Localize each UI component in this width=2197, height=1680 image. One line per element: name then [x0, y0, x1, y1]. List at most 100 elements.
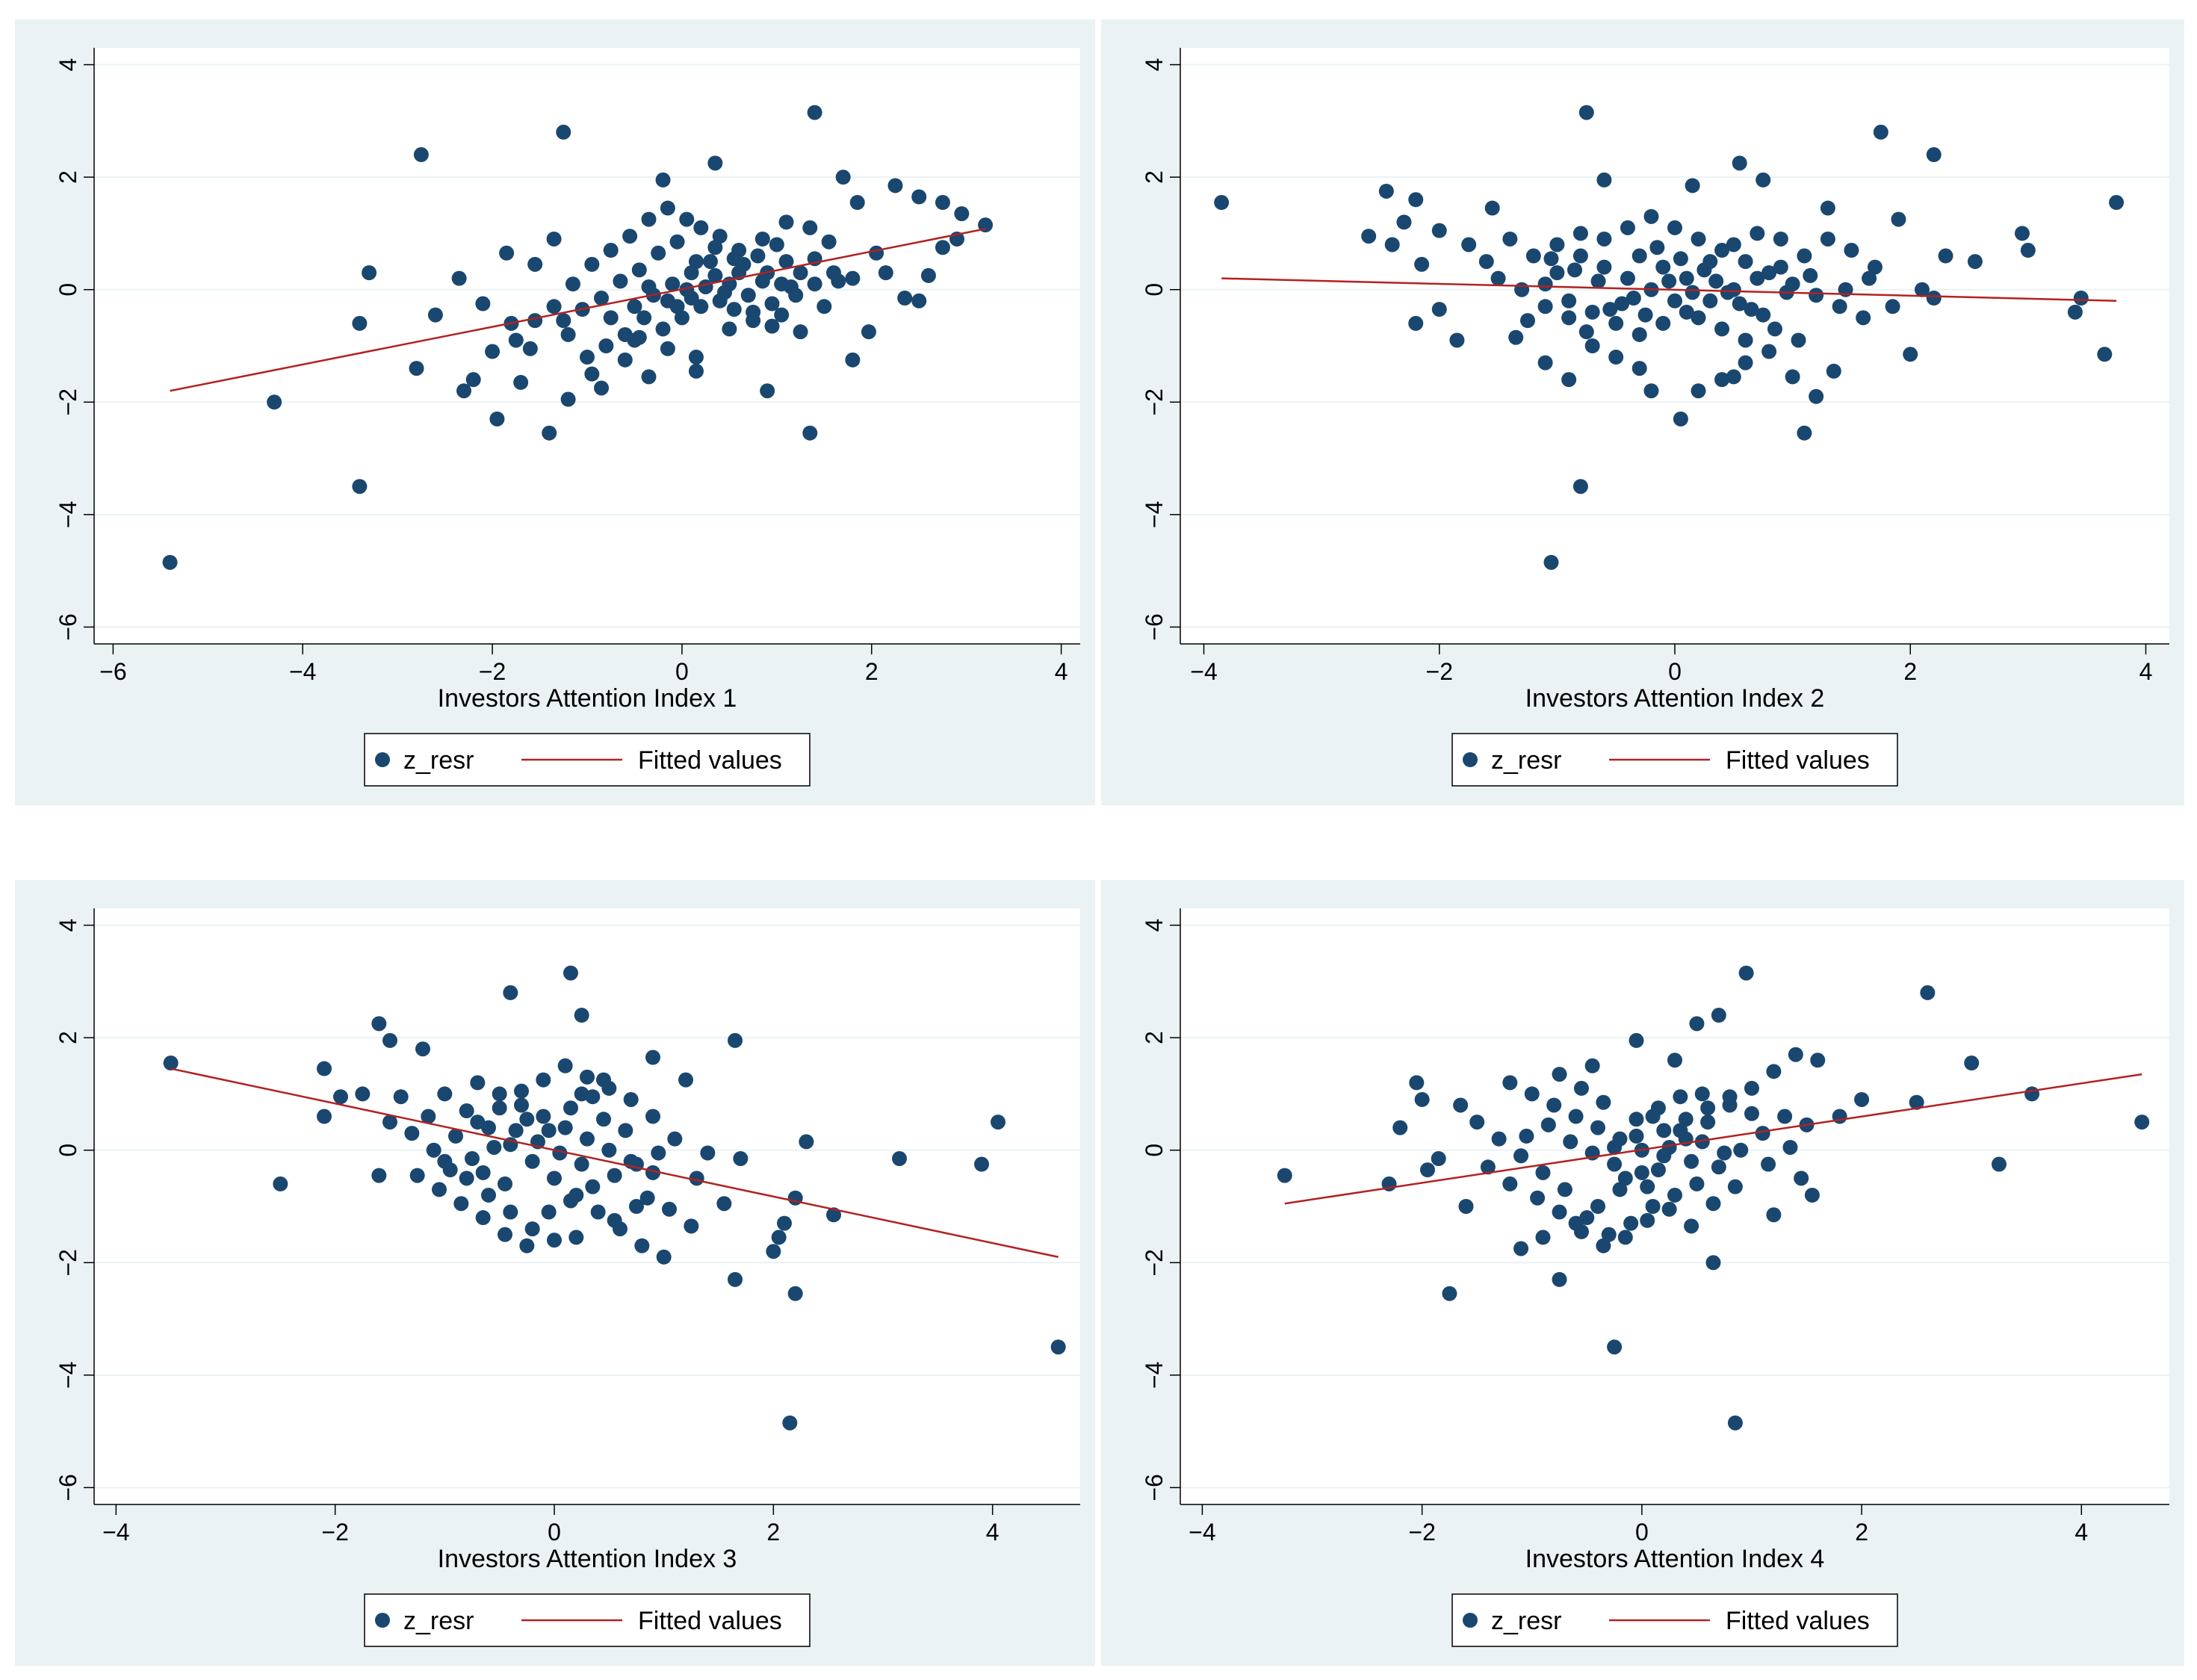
data-point: [590, 1204, 606, 1220]
data-point: [499, 245, 515, 261]
scatter-chart-1: −6 −4 −2 0 2 4 −6 −4 −2 0 2 4 Investors Attention In…: [15, 19, 1095, 805]
y-tick-label: −6: [55, 613, 81, 640]
data-point: [618, 1123, 633, 1138]
fitted-line: [1284, 1073, 2142, 1205]
data-point: [513, 374, 529, 390]
data-point: [1632, 326, 1647, 342]
legend-marker-label: z_resr: [1491, 1607, 1561, 1635]
data-point: [1738, 355, 1753, 371]
data-point: [764, 296, 780, 311]
data-point: [1782, 1139, 1798, 1155]
data-point: [845, 270, 861, 286]
data-point: [1596, 172, 1612, 187]
x-tick-label: −6: [99, 658, 126, 685]
data-point: [1623, 1215, 1639, 1231]
data-point: [1809, 288, 1824, 303]
data-point: [750, 248, 766, 264]
data-point: [740, 288, 756, 303]
y-tick-label: 4: [1141, 58, 1168, 72]
data-point: [162, 554, 178, 570]
data-point: [777, 1215, 792, 1231]
data-point: [631, 262, 647, 278]
legend-marker-symbol: [1463, 752, 1478, 767]
data-point: [317, 1061, 332, 1076]
data-point: [693, 220, 709, 235]
legend-marker-symbol: [375, 752, 390, 767]
data-point: [456, 383, 471, 399]
data-point: [1431, 1151, 1446, 1167]
data-point: [362, 265, 377, 281]
data-point: [1502, 1176, 1518, 1191]
legend-marker-label: z_resr: [403, 746, 474, 775]
data-point: [783, 279, 799, 294]
data-point: [766, 1244, 781, 1259]
data-point: [1915, 282, 1930, 297]
y-tick-label: −6: [1141, 1474, 1168, 1501]
data-point: [563, 965, 578, 981]
data-point: [541, 1204, 557, 1220]
data-point: [1414, 256, 1430, 272]
data-point: [547, 1171, 562, 1186]
data-point: [1727, 1415, 1743, 1431]
data-point: [684, 265, 699, 281]
data-point: [1673, 1123, 1688, 1138]
data-point: [1361, 229, 1377, 244]
y-tick-label: −2: [1141, 1249, 1168, 1276]
data-point: [437, 1086, 453, 1102]
data-point: [1733, 1142, 1749, 1158]
data-point: [1601, 1227, 1617, 1242]
data-point: [1756, 172, 1771, 187]
data-point: [522, 341, 538, 356]
data-point: [1549, 265, 1565, 281]
data-point: [1867, 259, 1883, 275]
data-point: [1732, 296, 1747, 311]
data-point: [707, 155, 723, 171]
fitted-line: [170, 228, 986, 392]
data-point: [527, 256, 543, 272]
data-point: [935, 240, 950, 255]
data-point: [787, 1286, 803, 1301]
x-tick-label: 0: [675, 658, 689, 685]
data-point: [1727, 1179, 1743, 1194]
data-point: [1640, 1179, 1655, 1194]
data-point: [1632, 248, 1647, 264]
data-point: [1378, 183, 1394, 199]
data-point: [1557, 1182, 1572, 1197]
data-point: [486, 1139, 502, 1155]
legend-line-label: Fitted values: [1726, 746, 1870, 775]
scatter-panel-3: −6 −4 −2 0 2 4 −4 −2 0 2 4 Investors Attention Inde…: [15, 880, 1095, 1666]
data-point: [1809, 388, 1824, 404]
data-point: [1650, 1162, 1666, 1178]
data-point: [1832, 1109, 1847, 1124]
data-point: [821, 234, 837, 249]
data-point: [669, 299, 685, 314]
data-point: [1491, 1131, 1507, 1147]
data-point: [1903, 347, 1918, 362]
data-point: [1679, 304, 1694, 320]
data-point: [1926, 291, 1942, 306]
plot-area: [94, 908, 1080, 1504]
data-point: [574, 1156, 589, 1172]
data-point: [508, 332, 524, 348]
data-point: [413, 147, 429, 163]
data-point: [807, 276, 822, 292]
data-point: [760, 383, 775, 399]
data-point: [489, 411, 505, 427]
data-point: [1744, 1080, 1759, 1096]
data-point: [475, 1210, 491, 1226]
data-point: [655, 172, 671, 187]
data-point: [536, 1072, 551, 1088]
data-point: [527, 313, 543, 329]
data-point: [1726, 369, 1741, 385]
data-point: [547, 1233, 562, 1248]
data-point: [524, 1153, 540, 1169]
data-point: [409, 1168, 425, 1183]
data-point: [1502, 231, 1518, 247]
data-point: [892, 1151, 907, 1167]
data-point: [1738, 965, 1754, 981]
data-point: [382, 1032, 397, 1048]
scatter-points: [162, 105, 994, 570]
data-point: [684, 291, 699, 306]
data-point: [542, 425, 557, 441]
data-point: [631, 329, 647, 345]
